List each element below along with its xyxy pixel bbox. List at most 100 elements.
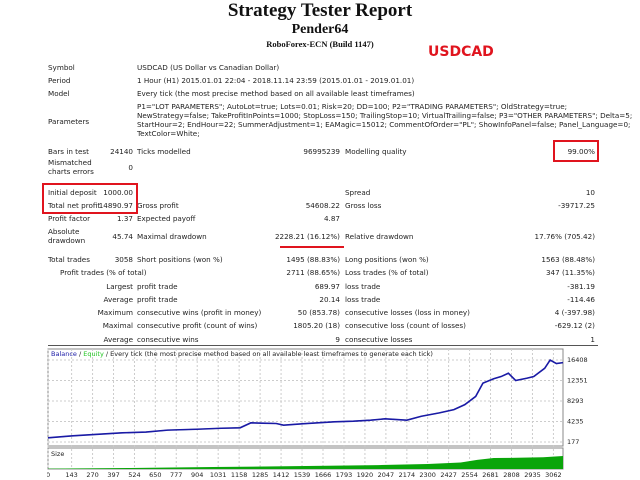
stat-value: 689.97 [314, 282, 340, 291]
stat-value: 54608.22 [305, 201, 340, 210]
x-tick-label: 143 [65, 471, 77, 479]
x-tick-label: 777 [170, 471, 182, 479]
stat-label: consecutive profit (count of wins) [137, 321, 258, 330]
stat-value: -629.12 (2) [554, 321, 595, 330]
stat-value: 45.74 [112, 232, 133, 241]
period-label: Period [48, 76, 71, 85]
stat-label: consecutive losses (loss in money) [345, 308, 470, 317]
stat-value: 4.87 [323, 214, 340, 223]
quality-value: 99.00% [567, 147, 595, 156]
stat-label: Expected payoff [137, 214, 196, 223]
legend-equity: Equity [83, 350, 104, 358]
balance-chart: 0 143 270 397 524 650 777 904 1031 1158 1285 1412 15… [47, 348, 588, 479]
x-tick-label: 2047 [378, 471, 395, 479]
main-panel [47, 348, 564, 447]
size-label: Size [51, 450, 64, 458]
stat-value: 4 (-397.98) [554, 308, 595, 317]
bars-label: Bars in test [48, 147, 89, 156]
x-tick-label: 1031 [210, 471, 227, 479]
x-tick-label: 524 [128, 471, 140, 479]
stat-value: 10 [585, 188, 595, 197]
stat-label: Profit factor [48, 214, 91, 223]
stat-label: Relative drawdown [345, 232, 414, 241]
stat-value: 1495 (88.83%) [286, 255, 340, 264]
highlight-underline-drawdown [280, 246, 344, 248]
stat-value: 1.37 [116, 214, 133, 223]
mismatch-label: Mismatched [48, 158, 92, 167]
mismatch-label: charts errors [48, 167, 94, 176]
ticks-label: Ticks modelled [137, 147, 191, 156]
stat-label: Total net profit [48, 201, 101, 210]
x-tick-label: 270 [86, 471, 98, 479]
stat-value: 1563 (88.48%) [541, 255, 595, 264]
size-area [48, 456, 563, 469]
model-value: Every tick (the most precise method base… [137, 89, 415, 98]
divider [48, 345, 598, 346]
legend-note: / Every tick (the most precise method ba… [104, 350, 433, 358]
y-tick-label: 16408 [567, 356, 588, 364]
ticks-value: 96995239 [303, 147, 340, 156]
stat-value: 20.14 [319, 295, 340, 304]
y-tick-label: 8293 [567, 397, 584, 405]
stat-label: Spread [345, 188, 371, 197]
symbol-value: USDCAD (US Dollar vs Canadian Dollar) [137, 63, 280, 72]
y-tick-label: 177 [567, 438, 579, 446]
x-tick-label: 1158 [231, 471, 248, 479]
x-tick-label: 904 [191, 471, 203, 479]
x-tick-label: 2681 [482, 471, 499, 479]
bars-value: 24140 [110, 147, 133, 156]
stat-label: consecutive wins [137, 335, 199, 344]
stat-label: consecutive loss (count of losses) [345, 321, 466, 330]
stat-label: loss trade [345, 282, 381, 291]
parameters-line: NewStrategy=false; TakeProfitInPoints=10… [137, 111, 633, 120]
highlight-box-deposit-profit [42, 183, 138, 214]
x-tick-label: 2554 [461, 471, 478, 479]
x-tick-label: 2935 [524, 471, 541, 479]
stat-value: 1000.00 [103, 188, 133, 197]
server-build: RoboForex-ECN (Build 1147) [266, 39, 374, 49]
stat-label: Maximal drawdown [137, 232, 207, 241]
report-title: Strategy Tester Report [227, 0, 413, 21]
stat-value: 3058 [114, 255, 133, 264]
parameters-line: TextColor=White; [137, 129, 200, 138]
x-tick-label: 2808 [503, 471, 520, 479]
legend-sep: / [77, 350, 83, 358]
stat-label: Maximal [102, 321, 133, 330]
stat-label: profit trade [137, 282, 178, 291]
stat-label: Loss trades (% of total) [345, 268, 429, 277]
stat-value: 50 (853.78) [297, 308, 340, 317]
model-label: Model [48, 89, 70, 98]
parameters-label: Parameters [48, 117, 90, 126]
y-tick-label: 4235 [567, 417, 584, 425]
stat-label: Absolute drawdown [48, 227, 86, 245]
stat-label: Average [103, 295, 133, 304]
x-tick-label: 1920 [357, 471, 374, 479]
x-tick-label: 2300 [419, 471, 436, 479]
stat-label: Largest [106, 282, 133, 291]
stat-label: Profit trades (% of total) [60, 268, 147, 277]
symbol-label: Symbol [48, 63, 75, 72]
stat-value: -381.19 [567, 282, 595, 291]
stat-value: 2228.21 (16.12%) [274, 232, 340, 241]
x-tick-label: 2174 [399, 471, 416, 479]
stat-label: consecutive wins (profit in money) [137, 308, 262, 317]
x-tick-label: 2427 [440, 471, 457, 479]
mismatch-value: 0 [128, 163, 133, 172]
stat-label: Gross loss [345, 201, 382, 210]
stat-label: consecutive losses [345, 335, 413, 344]
stat-label: Gross profit [137, 201, 179, 210]
stat-label: loss trade [345, 295, 381, 304]
stat-label: profit trade [137, 295, 178, 304]
stat-value: 14890.97 [98, 201, 133, 210]
stat-value: -114.46 [567, 295, 595, 304]
stat-label: Average [103, 335, 133, 344]
x-tick-label: 650 [149, 471, 161, 479]
period-value: 1 Hour (H1) 2015.01.01 22:04 - 2018.11.1… [137, 76, 415, 85]
balance-line [47, 358, 564, 439]
x-tick-label: 1412 [273, 471, 290, 479]
x-tick-label: 1666 [315, 471, 332, 479]
x-tick-label: 0 [47, 471, 50, 479]
chart-legend: Balance / Equity / Every tick (the most … [51, 350, 433, 358]
stat-value: 17.76% (705.42) [534, 232, 595, 241]
legend-balance: Balance [51, 350, 77, 358]
